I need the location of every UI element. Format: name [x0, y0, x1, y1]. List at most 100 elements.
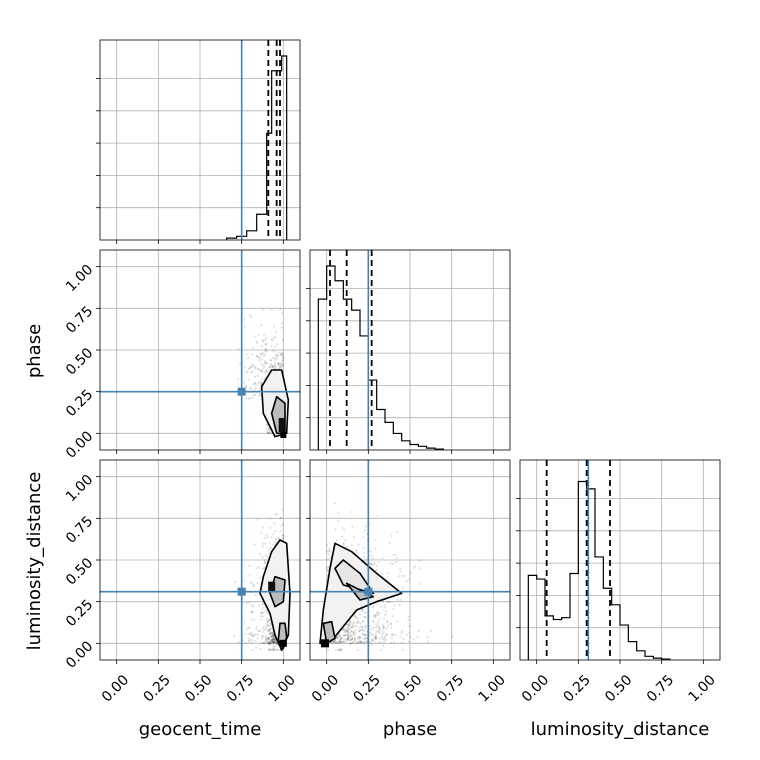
- sample-point: [372, 604, 375, 608]
- sample-point: [279, 530, 282, 533]
- sample-point: [279, 366, 282, 369]
- sample-point: [386, 624, 389, 627]
- xlabel-geocent-time: geocent_time: [139, 719, 262, 740]
- sample-point: [248, 601, 251, 604]
- sample-point: [271, 640, 275, 644]
- ylabel-luminosity-distance: luminosity_distance: [24, 472, 45, 651]
- sample-point: [262, 334, 266, 337]
- sample-point: [270, 308, 273, 311]
- sample-point: [365, 629, 368, 633]
- sample-point: [271, 357, 274, 360]
- sample-point: [247, 640, 251, 643]
- sample-point: [343, 640, 346, 644]
- sample-point: [369, 550, 372, 553]
- sample-point: [352, 631, 355, 634]
- sample-point: [265, 622, 268, 626]
- sample-point: [373, 614, 376, 617]
- sample-point: [279, 353, 282, 356]
- sample-point: [256, 517, 259, 520]
- x-tick-label: 0.50: [182, 672, 215, 705]
- sample-point: [365, 558, 368, 562]
- sample-point: [281, 326, 284, 329]
- sample-point: [395, 556, 398, 559]
- sample-point: [338, 638, 342, 641]
- sample-point: [246, 628, 249, 631]
- sample-point: [400, 630, 404, 633]
- sample-point: [273, 350, 276, 353]
- sample-point: [272, 647, 275, 650]
- sample-point: [263, 372, 266, 375]
- sample-point: [268, 630, 272, 634]
- sample-point: [258, 357, 261, 360]
- sample-point: [267, 427, 271, 430]
- sample-point: [371, 606, 374, 609]
- sample-point: [272, 648, 275, 652]
- sample-point: [267, 629, 271, 632]
- density-peak: [279, 639, 287, 647]
- sample-point: [262, 625, 266, 628]
- sample-point: [383, 603, 386, 607]
- sample-point: [281, 352, 284, 355]
- sample-point: [246, 601, 249, 605]
- sample-point: [267, 624, 270, 628]
- sample-point: [342, 543, 346, 546]
- scatter-phase-vs-geocent-time: [96, 249, 301, 454]
- sample-point: [270, 639, 273, 642]
- sample-point: [355, 550, 358, 553]
- sample-point: [281, 363, 284, 366]
- sample-point: [265, 348, 268, 351]
- sample-point: [375, 626, 378, 629]
- sample-point: [271, 634, 274, 637]
- sample-point: [270, 640, 273, 643]
- sample-point: [281, 523, 284, 526]
- sample-point: [261, 352, 264, 355]
- sample-point: [250, 365, 253, 368]
- sample-point: [344, 539, 347, 542]
- sample-point: [363, 640, 366, 643]
- y-tick-label: 1.00: [63, 262, 96, 295]
- sample-point: [326, 558, 329, 561]
- sample-point: [342, 542, 345, 545]
- sample-point: [282, 356, 285, 359]
- sample-point: [270, 638, 273, 641]
- sample-point: [266, 639, 269, 642]
- sample-point: [269, 622, 272, 625]
- x-tick-label: 0.00: [99, 672, 132, 705]
- sample-point: [390, 626, 393, 629]
- sample-point: [361, 633, 365, 636]
- sample-point: [398, 603, 401, 607]
- sample-point: [358, 629, 361, 632]
- sample-point: [344, 628, 348, 631]
- sample-point: [348, 635, 351, 639]
- sample-point: [346, 637, 350, 641]
- sample-point: [271, 543, 274, 546]
- sample-point: [278, 367, 281, 370]
- sample-point: [278, 364, 281, 367]
- sample-point: [385, 609, 388, 613]
- sample-point: [335, 641, 338, 644]
- sample-point: [374, 614, 377, 617]
- sample-point: [272, 325, 276, 328]
- sample-point: [353, 632, 357, 635]
- sample-point: [418, 582, 421, 586]
- histogram-step: [317, 265, 444, 450]
- sample-point: [274, 538, 277, 541]
- histogram-step: [226, 55, 288, 240]
- sample-point: [261, 627, 264, 630]
- sample-point: [391, 614, 394, 618]
- sample-point: [279, 307, 282, 311]
- sample-point: [266, 641, 270, 644]
- sample-point: [341, 637, 344, 640]
- panel-frame: [99, 39, 301, 241]
- sample-point: [365, 639, 368, 643]
- sample-point: [245, 385, 248, 388]
- x-tick-label: 0.00: [519, 672, 552, 705]
- sample-point: [329, 556, 332, 559]
- sample-point: [391, 633, 394, 637]
- sample-point: [268, 632, 271, 635]
- sample-point: [252, 635, 255, 638]
- sample-point: [272, 640, 275, 644]
- sample-point: [347, 627, 350, 630]
- sample-point: [274, 358, 277, 361]
- sample-point: [386, 576, 389, 579]
